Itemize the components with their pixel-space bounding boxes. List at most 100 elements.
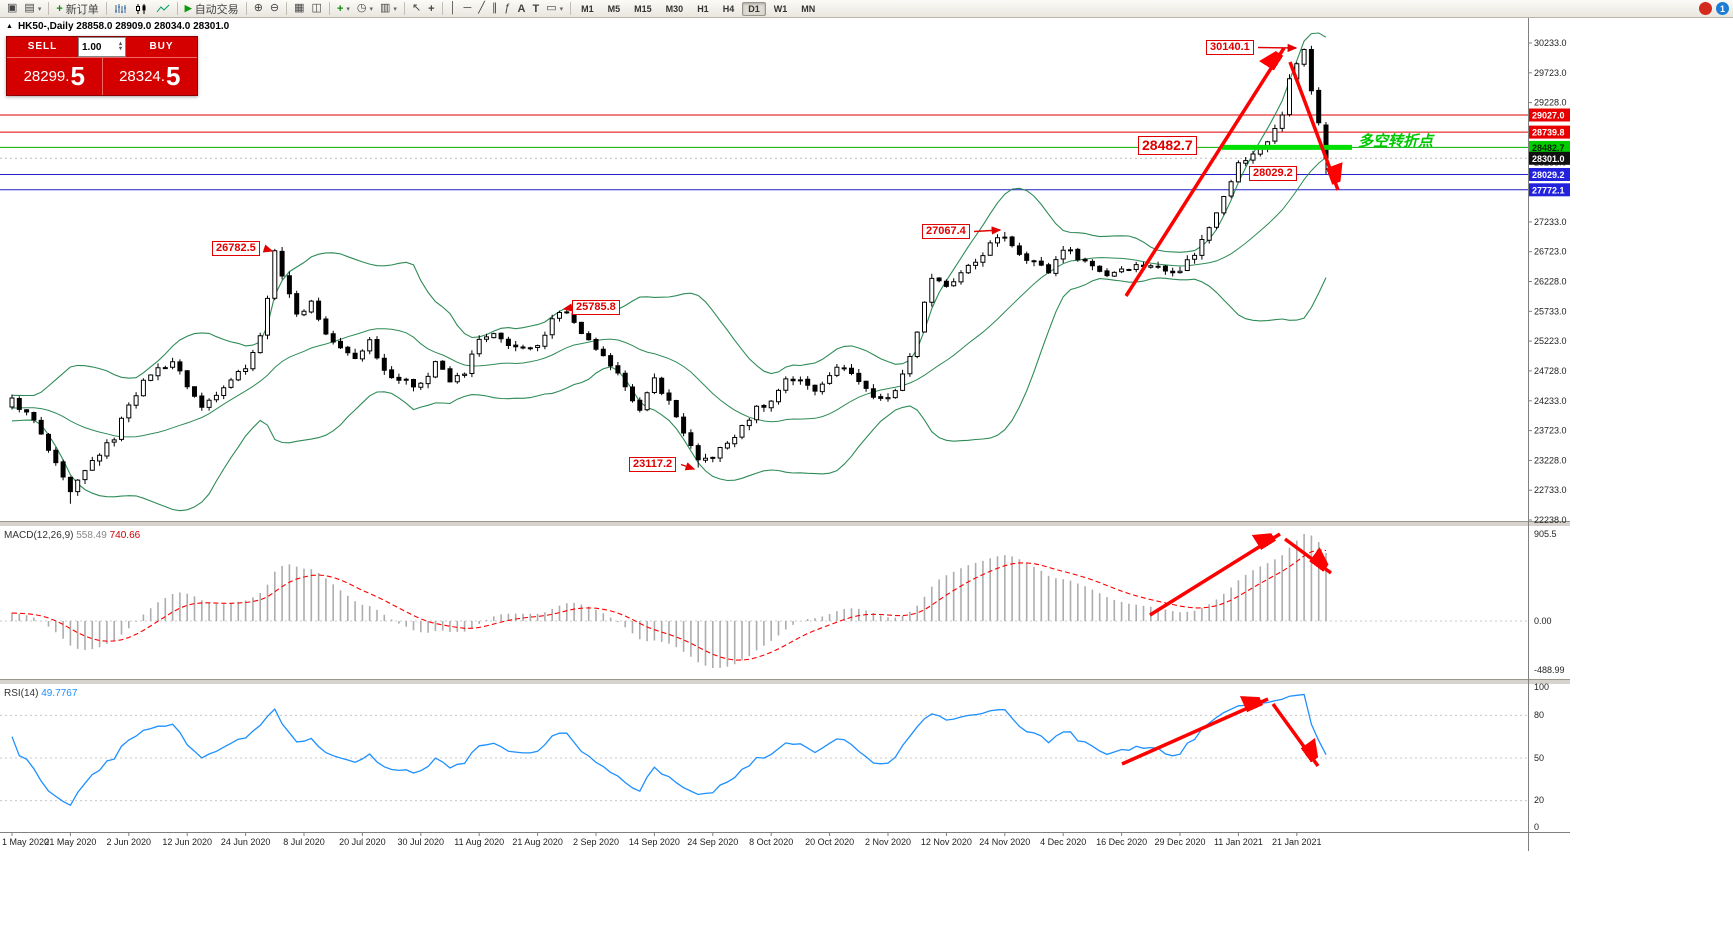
chevron-down-icon: ▾ <box>346 5 350 13</box>
price-annotation[interactable]: 23117.2 <box>629 457 677 472</box>
indicators-button[interactable]: + ▾ <box>334 1 353 16</box>
macd-axis-label: 0.00 <box>1534 616 1552 626</box>
price-annotation[interactable]: 28029.2 <box>1249 166 1297 181</box>
fibonacci-tool[interactable]: ƒ <box>501 1 513 16</box>
toolbar-separator <box>105 2 107 15</box>
lot-decrease-icon[interactable]: ▾ <box>118 46 122 52</box>
zoom-in-button[interactable]: ⊕ <box>251 1 266 16</box>
rsi-axis-label: 20 <box>1534 795 1544 805</box>
rsi-axis-label: 50 <box>1534 753 1544 763</box>
trendline-icon: ╱ <box>478 2 485 14</box>
price-tag <box>1529 125 1570 139</box>
price-tag <box>1529 151 1570 165</box>
horizontal-line-tool[interactable]: ─ <box>460 1 474 16</box>
timeframe-button-m15[interactable]: M15 <box>634 3 652 14</box>
price-tag <box>1529 108 1570 122</box>
date-label: 29 Dec 2020 <box>1154 837 1205 847</box>
shapes-tool[interactable]: ▭ ▾ <box>543 1 566 16</box>
turning-point-note[interactable]: 多空转折点 <box>1358 133 1434 150</box>
vertical-line-tool[interactable]: │ <box>447 1 460 16</box>
notification-badge[interactable]: 1 <box>1716 2 1729 15</box>
timeframe-button-d1[interactable]: D1 <box>742 1 766 16</box>
chevron-down-icon: ▾ <box>37 5 42 13</box>
autotrading-button[interactable]: ▶ 自动交易 <box>182 1 242 16</box>
trend-arrow[interactable] <box>1271 702 1318 768</box>
toolbar-separator <box>328 2 330 15</box>
trend-arrow[interactable] <box>1124 48 1286 297</box>
price-annotation[interactable]: 27067.4 <box>922 224 970 239</box>
macd-caption: MACD(12,26,9) 558.49 740.66 <box>4 530 141 541</box>
date-label: 11 Jan 2021 <box>1214 837 1263 847</box>
timeframe-button-w1[interactable]: W1 <box>773 3 788 14</box>
timeframe-button-h4[interactable]: H4 <box>722 3 735 14</box>
new-order-label: 新订单 <box>65 3 99 16</box>
chart-window[interactable]: 30233.029723.029228.028733.028238.027733… <box>0 18 1570 943</box>
tile-windows-icon: ◫ <box>311 2 322 14</box>
price-annotation[interactable]: 30140.1 <box>1206 40 1254 55</box>
date-label: 20 Jul 2020 <box>339 837 386 847</box>
price-axis-label: 26228.0 <box>1534 277 1567 287</box>
svg-text:28029.2: 28029.2 <box>1532 170 1565 180</box>
profiles-button[interactable]: ▤ ▾ <box>21 1 44 16</box>
label-tool[interactable]: T <box>532 2 540 15</box>
bar-chart-button[interactable] <box>111 1 131 16</box>
crosshair-button[interactable]: + <box>425 1 437 16</box>
sell-button[interactable]: SELL <box>27 41 58 52</box>
chart-title-text: HK50-,Daily 28858.0 28909.0 28034.0 2830… <box>17 21 230 32</box>
lot-size-field[interactable]: 1.00 ▴ ▾ <box>78 37 126 57</box>
trendline-tool[interactable]: ╱ <box>475 1 488 16</box>
toolbar-separator <box>286 2 288 15</box>
channel-tool[interactable]: ∥ <box>489 1 501 16</box>
bollinger-upper-band <box>11 32 1327 397</box>
trend-arrow[interactable] <box>1283 537 1331 575</box>
date-label: 1 May 2020 <box>2 837 49 847</box>
trend-arrow[interactable] <box>1121 699 1269 766</box>
date-label: 24 Nov 2020 <box>979 837 1030 847</box>
chart-canvas[interactable]: 30233.029723.029228.028733.028238.027733… <box>0 18 1570 851</box>
timeframe-button-m5[interactable]: M5 <box>607 3 621 14</box>
bar-chart-icon <box>114 3 126 13</box>
zoom-out-button[interactable]: ⊖ <box>267 1 282 16</box>
periods-button[interactable]: ◷ ▾ <box>354 1 376 16</box>
text-tool[interactable]: A <box>517 2 526 15</box>
new-chart-button[interactable]: ▣ <box>4 1 20 16</box>
timeframe-button-mn[interactable]: MN <box>801 3 816 14</box>
zoom-out-icon: ⊖ <box>269 2 280 14</box>
timeframe-button-m30[interactable]: M30 <box>665 3 684 14</box>
toolbar-separator <box>570 2 572 15</box>
collapse-arrow-icon[interactable]: ▲ <box>6 23 13 30</box>
buy-price-button[interactable]: 28324. 5 <box>119 61 181 91</box>
price-tag <box>1529 140 1570 154</box>
line-chart-button[interactable] <box>153 1 173 16</box>
new-order-button[interactable]: + 新订单 <box>53 1 101 16</box>
candlestick-chart-button[interactable] <box>132 1 152 16</box>
price-tag <box>1529 183 1570 197</box>
macd-axis-label: 905.5 <box>1534 529 1557 539</box>
macd-signal-line <box>11 549 1327 661</box>
price-annotation[interactable]: 28482.7 <box>1138 136 1197 155</box>
price-axis-label: 24728.0 <box>1534 366 1567 376</box>
grid-icon: ▦ <box>294 2 305 14</box>
lot-increase-icon[interactable]: ▴ <box>118 41 122 47</box>
price-annotation[interactable]: 26782.5 <box>212 241 260 256</box>
channel-icon: ∥ <box>491 2 498 14</box>
vertical-line-icon: │ <box>449 2 457 14</box>
lot-spinner[interactable]: ▴ ▾ <box>118 41 122 52</box>
date-label: 12 Nov 2020 <box>921 837 972 847</box>
timeframe-button-m1[interactable]: M1 <box>581 3 594 14</box>
templates-button[interactable]: ▥ ▾ <box>377 1 400 16</box>
autotrading-label: 自动交易 <box>194 3 239 16</box>
tile-windows-button[interactable]: ◫ <box>309 1 325 16</box>
rsi-axis-label: 100 <box>1534 682 1549 692</box>
trend-arrow[interactable] <box>1288 61 1338 191</box>
sell-price-button[interactable]: 28299. 5 <box>7 58 103 95</box>
toolbar-separator <box>441 2 443 15</box>
alert-badge-icon[interactable] <box>1699 2 1712 15</box>
price-annotation[interactable]: 25785.8 <box>572 300 620 315</box>
timeframe-button-h1[interactable]: H1 <box>697 3 709 14</box>
grid-button[interactable]: ▦ <box>291 1 307 16</box>
buy-button[interactable]: BUY <box>149 41 174 52</box>
trend-arrow[interactable] <box>1149 534 1281 617</box>
price-axis-label: 25223.0 <box>1534 336 1567 346</box>
cursor-button[interactable]: ↖ <box>409 1 424 16</box>
